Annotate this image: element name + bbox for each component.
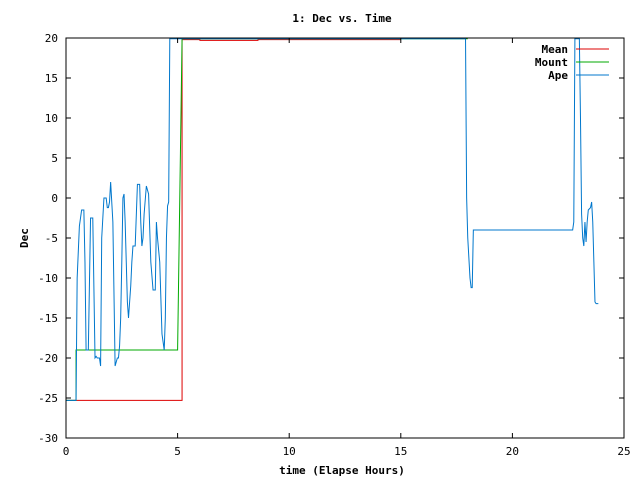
y-tick-label-9: 15 (45, 72, 58, 85)
x-axis-ticks: 0 5 10 15 20 25 (63, 38, 631, 458)
x-axis-label: time (Elapse Hours) (279, 464, 405, 477)
y-tick-label-6: 0 (51, 192, 58, 205)
x-tick-label-3: 15 (394, 445, 407, 458)
series-line-mean (66, 39, 401, 401)
y-tick-label-5: -5 (45, 232, 58, 245)
y-tick-label-10: 20 (45, 32, 58, 45)
x-tick-label-0: 0 (63, 445, 70, 458)
x-tick-label-1: 5 (174, 445, 181, 458)
y-axis-label: Dec (18, 228, 31, 248)
y-tick-label-2: -20 (38, 352, 58, 365)
series-line-mount (66, 38, 468, 401)
plot-series (66, 38, 599, 401)
y-axis-ticks: -30 -25 -20 -15 -10 -5 0 5 10 15 20 (38, 32, 624, 445)
x-tick-label-5: 25 (617, 445, 630, 458)
y-tick-label-8: 10 (45, 112, 58, 125)
y-tick-label-1: -25 (38, 392, 58, 405)
legend-label-mount: Mount (535, 56, 568, 69)
legend-label-mean: Mean (542, 43, 569, 56)
y-tick-label-0: -30 (38, 432, 58, 445)
x-tick-label-4: 20 (506, 445, 519, 458)
x-tick-label-2: 10 (283, 445, 296, 458)
y-tick-label-4: -10 (38, 272, 58, 285)
y-tick-label-7: 5 (51, 152, 58, 165)
legend-label-ape: Ape (548, 69, 568, 82)
chart-title: 1: Dec vs. Time (292, 12, 392, 25)
series-line-ape (66, 38, 599, 401)
y-tick-label-3: -15 (38, 312, 58, 325)
